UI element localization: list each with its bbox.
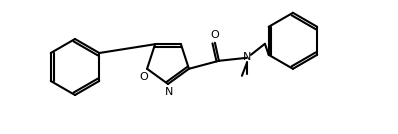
Text: O: O xyxy=(211,30,219,40)
Text: N: N xyxy=(243,52,251,62)
Text: N: N xyxy=(165,87,173,97)
Text: O: O xyxy=(140,72,148,82)
